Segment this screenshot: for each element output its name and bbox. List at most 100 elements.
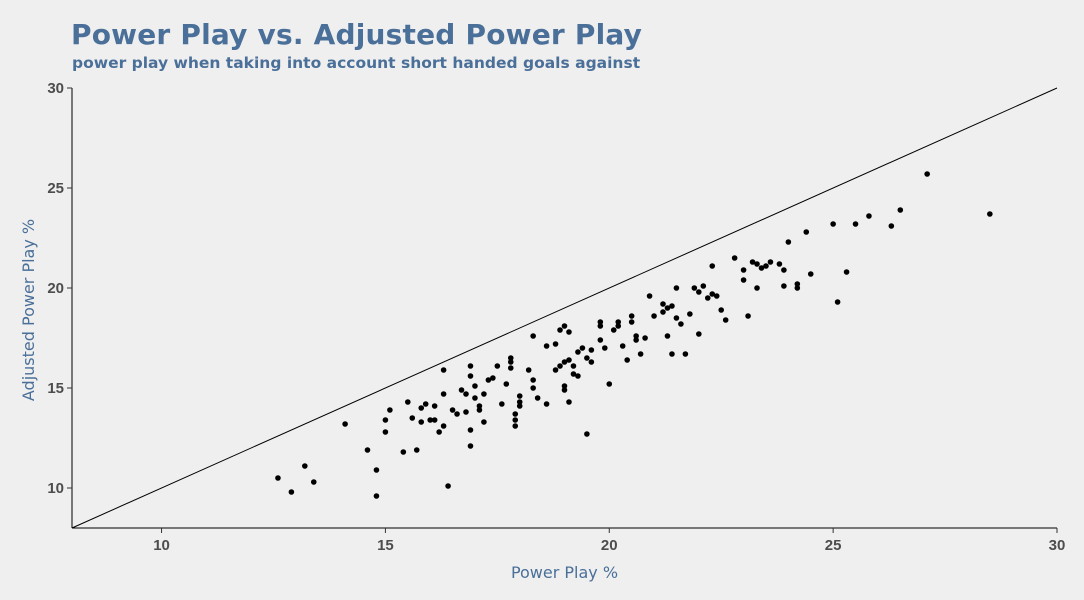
y-tick-label: 15 xyxy=(47,380,64,397)
data-point xyxy=(646,293,653,299)
data-point xyxy=(660,301,666,307)
data-point xyxy=(785,239,792,245)
data-point xyxy=(615,319,622,325)
data-point xyxy=(373,467,380,473)
data-point xyxy=(731,255,738,261)
data-point xyxy=(866,213,872,219)
data-point xyxy=(696,331,702,337)
data-point xyxy=(476,407,483,413)
data-point xyxy=(597,323,604,329)
data-point xyxy=(633,333,639,339)
data-point xyxy=(642,335,648,341)
data-point xyxy=(404,399,411,405)
data-point xyxy=(512,411,519,417)
data-point xyxy=(924,171,930,177)
data-point xyxy=(588,347,595,353)
data-point xyxy=(678,321,684,327)
data-point xyxy=(664,305,671,311)
data-point xyxy=(516,403,523,409)
data-point xyxy=(687,311,693,317)
data-point xyxy=(373,493,380,499)
data-point xyxy=(664,333,671,339)
data-point xyxy=(781,267,787,273)
data-point xyxy=(807,271,814,277)
data-point xyxy=(834,299,841,305)
data-point xyxy=(382,429,389,435)
data-point xyxy=(418,405,425,411)
data-point xyxy=(651,313,657,319)
data-point xyxy=(342,421,348,427)
data-point xyxy=(709,263,716,269)
data-point xyxy=(897,207,904,213)
identity-reference-line xyxy=(71,87,1058,529)
data-point xyxy=(440,391,447,397)
data-point xyxy=(534,395,541,401)
y-axis-ticks: 10 15 20 25 30 xyxy=(47,80,72,497)
data-point xyxy=(516,393,523,399)
y-tick-label: 25 xyxy=(47,180,64,197)
data-point xyxy=(758,265,765,271)
data-point xyxy=(557,363,563,369)
data-point xyxy=(794,281,801,287)
data-point xyxy=(310,479,317,485)
data-point xyxy=(763,263,769,269)
data-point xyxy=(481,391,487,397)
data-point xyxy=(987,211,993,217)
data-point xyxy=(628,313,635,319)
data-point xyxy=(481,419,487,425)
data-point xyxy=(543,401,550,407)
data-point xyxy=(552,367,559,373)
data-point xyxy=(749,259,756,265)
data-point xyxy=(597,337,604,343)
data-point xyxy=(843,269,850,275)
y-tick-label: 30 xyxy=(47,80,64,97)
data-point xyxy=(476,403,483,409)
data-point xyxy=(740,267,747,273)
data-point xyxy=(754,261,760,267)
x-tick-label: 20 xyxy=(601,537,618,554)
data-point xyxy=(503,381,510,387)
data-point xyxy=(615,323,622,329)
data-point xyxy=(673,285,680,291)
data-point xyxy=(740,277,747,283)
data-point xyxy=(436,429,442,435)
axes xyxy=(71,88,1057,529)
data-point xyxy=(552,341,559,347)
chart-title: Power Play vs. Adjusted Power Play xyxy=(71,18,643,51)
data-point xyxy=(467,443,474,449)
data-point xyxy=(584,355,590,361)
data-point xyxy=(387,407,393,413)
data-point xyxy=(745,313,751,319)
data-point xyxy=(588,359,595,365)
data-point xyxy=(382,417,389,423)
data-point xyxy=(696,289,702,295)
data-point xyxy=(275,475,281,481)
data-point xyxy=(700,283,707,289)
data-point xyxy=(597,319,604,325)
data-point xyxy=(561,383,568,389)
x-axis-title: Power Play % xyxy=(511,563,618,582)
data-point xyxy=(722,317,729,323)
data-point xyxy=(409,415,416,421)
data-point xyxy=(364,447,371,453)
data-point xyxy=(575,349,581,355)
data-point xyxy=(561,359,568,365)
data-point xyxy=(781,283,787,289)
data-point xyxy=(575,373,581,379)
data-point xyxy=(454,411,460,417)
data-point xyxy=(754,285,760,291)
data-point xyxy=(682,351,689,357)
y-tick-label: 10 xyxy=(47,480,64,497)
data-point xyxy=(584,431,590,437)
data-point xyxy=(472,383,478,389)
x-tick-label: 25 xyxy=(825,537,842,554)
data-point xyxy=(507,359,514,365)
data-point xyxy=(767,259,774,265)
data-point xyxy=(463,409,469,415)
data-point xyxy=(440,367,447,373)
x-tick-label: 30 xyxy=(1049,537,1066,554)
data-point xyxy=(467,363,474,369)
data-point xyxy=(669,351,675,357)
